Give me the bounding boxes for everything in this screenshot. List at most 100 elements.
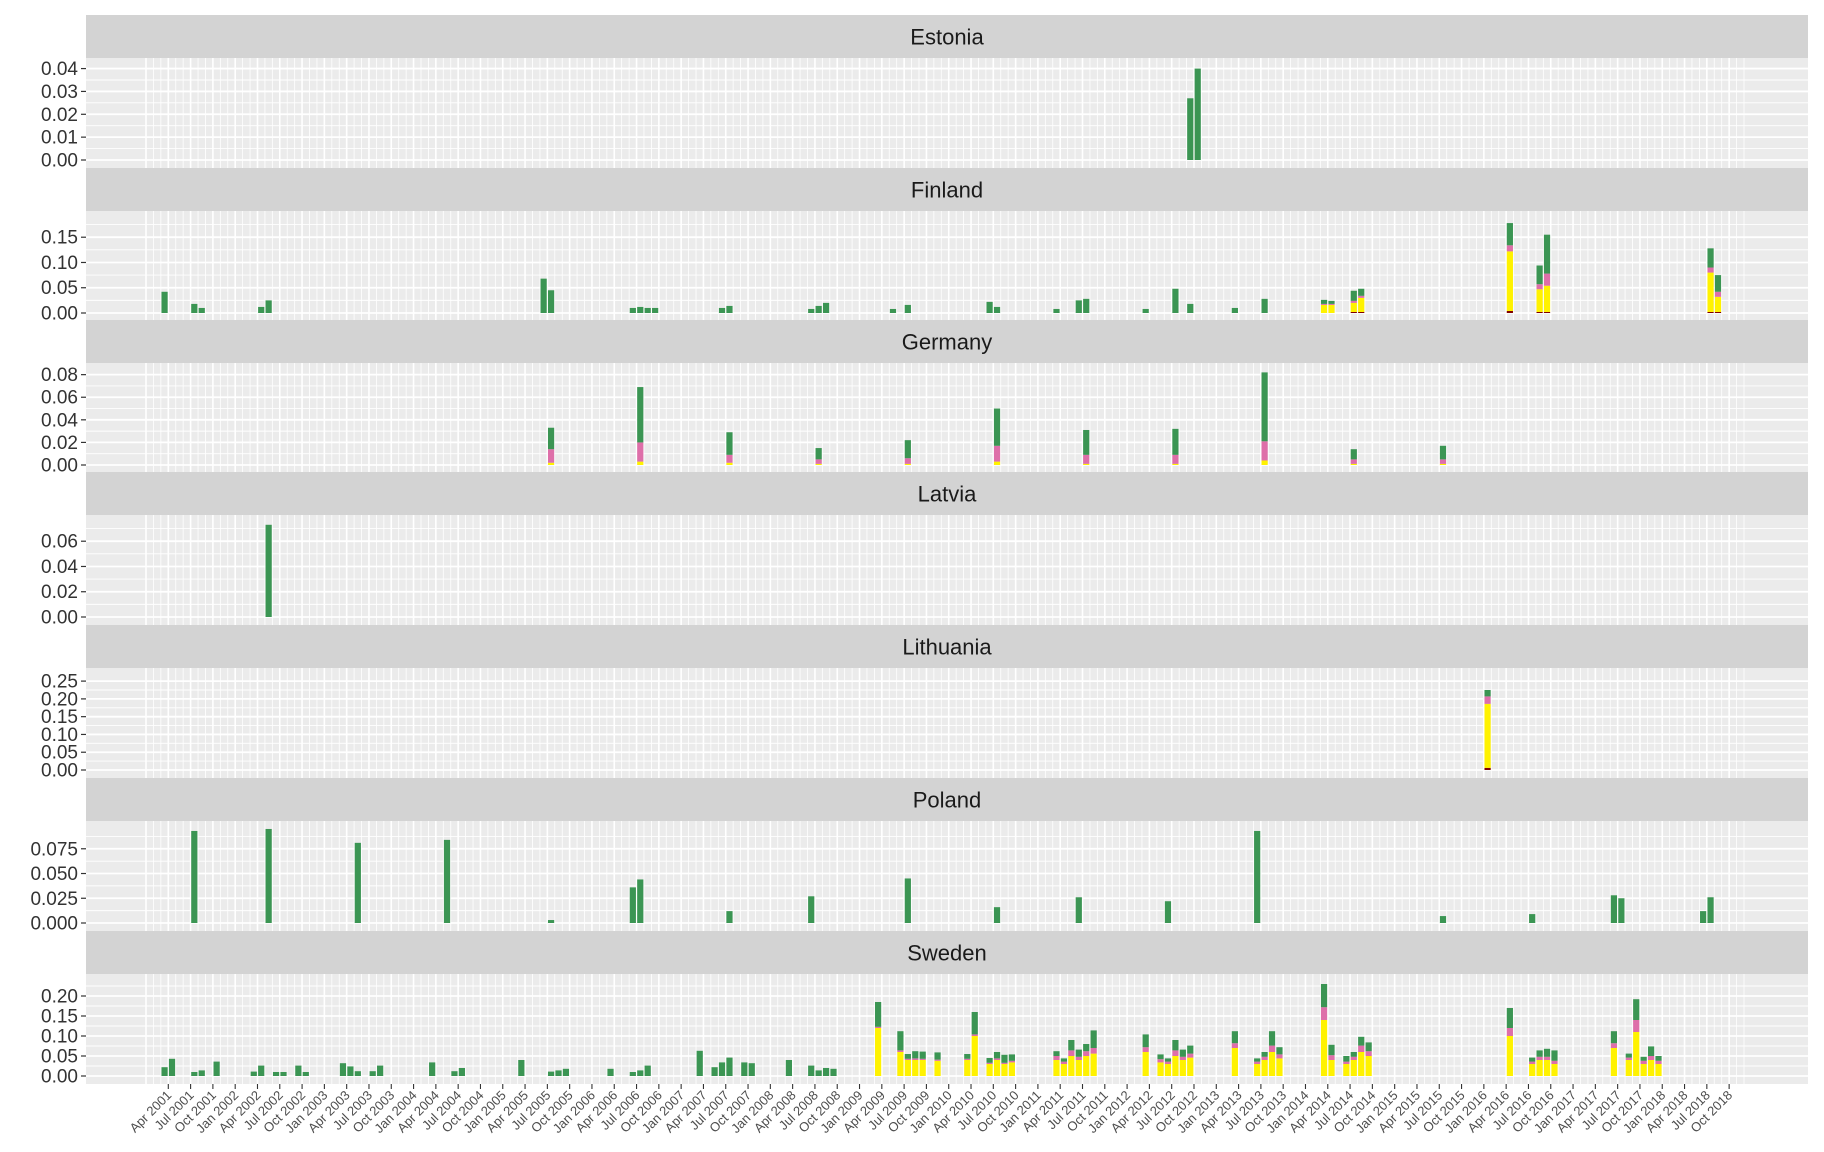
bar-sweden-2014-07-pink: [1350, 1056, 1357, 1060]
bar-sweden-2010-09-yellow: [1008, 1062, 1015, 1076]
y-tick-label: 0.10: [41, 725, 78, 746]
facet-strip: [86, 625, 1808, 668]
bar-sweden-2010-08-pink: [1001, 1062, 1008, 1064]
bar-finland-2007-06-green: [718, 307, 726, 313]
bar-sweden-2011-03-pink: [1053, 1056, 1060, 1060]
bar-finland-2002-05-green: [265, 300, 272, 313]
bar-sweden-2011-03-green: [1053, 1051, 1060, 1056]
bar-finland-2009-07-green: [904, 304, 911, 313]
bar-sweden-2013-07-yellow: [1261, 1060, 1268, 1076]
plot-area: [86, 515, 1808, 625]
bar-finland-2016-08-pink: [1536, 284, 1543, 290]
bar-sweden-2016-09-pink: [1543, 1056, 1551, 1060]
bar-sweden-2005-09-green: [562, 1068, 570, 1076]
y-tick-label: 0.000: [30, 914, 78, 935]
bar-sweden-2009-09-yellow: [919, 1060, 926, 1076]
y-tick-label: 0.025: [30, 889, 78, 910]
y-tick-label: 0.06: [41, 388, 78, 409]
bar-sweden-2016-10-green: [1551, 1050, 1558, 1061]
bar-finland-2014-03-green: [1320, 299, 1328, 304]
bar-sweden-2014-04-green: [1328, 1044, 1335, 1056]
y-tick-label: 0.15: [41, 707, 78, 728]
facet-panel-germany: Germany 0.000.020.040.060.08: [41, 320, 1808, 477]
bar-finland-2014-04-pink: [1328, 303, 1335, 305]
bar-poland-2011-06-green: [1075, 897, 1082, 923]
bar-finland-2014-04-green: [1328, 300, 1335, 304]
bar-latvia-2002-05-green: [265, 524, 272, 617]
bar-poland-2016-07-green: [1529, 914, 1536, 923]
facet-title: Latvia: [918, 482, 977, 507]
bar-sweden-2013-07-pink: [1261, 1056, 1268, 1060]
bar-sweden-2017-12-green: [1655, 1056, 1662, 1061]
bar-finland-2012-03-green: [1142, 308, 1149, 313]
bar-finland-2014-03-yellow: [1320, 304, 1328, 313]
bar-poland-2009-07-green: [904, 878, 911, 923]
bar-poland-2018-06-green: [1700, 911, 1707, 923]
bar-germany-2006-07-green: [637, 387, 644, 443]
bar-poland-2001-07-green: [191, 830, 198, 923]
y-tick-label: 0.05: [41, 278, 78, 299]
bar-sweden-2009-03-pink: [875, 1026, 882, 1028]
y-tick-label: 0.02: [41, 105, 78, 126]
bar-sweden-2011-07-yellow: [1083, 1056, 1090, 1076]
bar-finland-2007-07-green: [726, 305, 733, 313]
facet-title: Estonia: [910, 25, 984, 50]
bar-sweden-2008-07-green: [815, 1070, 822, 1076]
y-tick-label: 0.04: [41, 59, 78, 80]
bar-poland-2007-07-green: [726, 911, 733, 923]
bar-sweden-2012-03-green: [1142, 1034, 1149, 1048]
facet-strip: [86, 472, 1808, 515]
y-tick-label: 0.20: [41, 689, 78, 710]
bar-finland-2014-08-dark-red: [1358, 311, 1365, 313]
bar-sweden-2008-06-green: [808, 1065, 815, 1076]
bar-sweden-2011-08-green: [1090, 1030, 1097, 1048]
bar-finland-2016-09-pink: [1543, 273, 1551, 286]
bar-germany-2011-07-green: [1083, 429, 1090, 455]
bar-sweden-2017-11-pink: [1647, 1056, 1655, 1060]
bar-finland-2002-04-green: [258, 306, 265, 313]
bar-finland-2016-09-dark-red: [1543, 311, 1551, 313]
bar-sweden-2012-08-pink: [1179, 1056, 1186, 1060]
bar-sweden-2010-04-yellow: [971, 1036, 978, 1076]
bar-finland-2008-07-green: [815, 305, 822, 313]
bar-sweden-2016-07-pink: [1529, 1061, 1536, 1064]
bar-sweden-2016-09-green: [1543, 1048, 1551, 1057]
bar-germany-2015-07-yellow: [1439, 463, 1447, 465]
y-tick-label: 0.00: [41, 151, 78, 172]
bar-finland-2011-07-green: [1083, 298, 1090, 313]
bar-sweden-2008-08-green: [822, 1068, 830, 1076]
bar-sweden-2016-08-pink: [1536, 1056, 1543, 1060]
bar-sweden-2013-09-green: [1276, 1047, 1283, 1055]
bar-finland-2014-08-yellow: [1358, 297, 1365, 312]
bar-sweden-2004-07-green: [458, 1068, 465, 1076]
facet-title: Finland: [911, 178, 983, 203]
bar-sweden-2005-03-green: [518, 1060, 525, 1076]
facet-strip: [86, 168, 1808, 211]
bar-sweden-2009-09-pink: [919, 1058, 926, 1060]
bar-finland-2018-08-yellow: [1714, 296, 1722, 312]
bar-sweden-2011-03-yellow: [1053, 1060, 1060, 1076]
bar-finland-2014-07-yellow: [1350, 302, 1357, 312]
facet-title: Sweden: [907, 941, 987, 966]
bar-germany-2011-07-pink: [1083, 454, 1090, 464]
bar-sweden-2014-07-green: [1350, 1052, 1357, 1057]
bar-germany-2015-07-pink: [1439, 459, 1447, 464]
y-tick-label: 0.00: [41, 608, 78, 629]
y-tick-label: 0.050: [30, 864, 78, 885]
y-tick-label: 0.10: [41, 1027, 78, 1048]
bar-finland-2014-07-dark-red: [1350, 311, 1357, 313]
bar-poland-2004-05-green: [443, 839, 451, 923]
bar-germany-2014-07-yellow: [1350, 463, 1357, 465]
bar-sweden-2013-06-yellow: [1254, 1064, 1261, 1076]
bar-finland-2008-08-green: [822, 302, 830, 313]
bar-sweden-2012-09-yellow: [1187, 1057, 1194, 1076]
bar-sweden-2017-12-pink: [1655, 1060, 1662, 1064]
bar-finland-2006-06-green: [629, 307, 636, 313]
bar-finland-2001-03-green: [161, 291, 168, 313]
bar-sweden-2009-06-yellow: [897, 1052, 904, 1076]
bar-sweden-2007-09-green: [741, 1062, 748, 1076]
bar-poland-2015-07-green: [1439, 916, 1447, 923]
bar-sweden-2014-03-green: [1320, 984, 1328, 1008]
facet-strip: [86, 320, 1808, 363]
